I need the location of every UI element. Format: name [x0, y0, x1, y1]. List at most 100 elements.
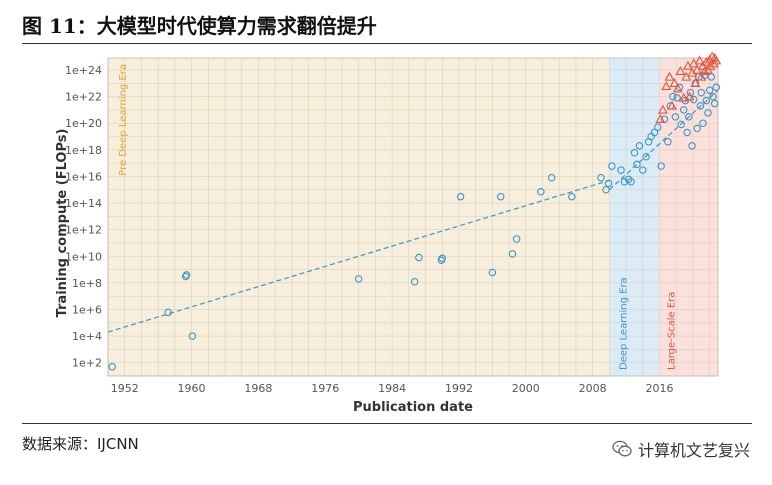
- data-point-circle: [697, 88, 706, 97]
- x-tick-label: 2016: [646, 382, 674, 395]
- y-tick-label: 1e+12: [65, 224, 102, 237]
- data-point-circle: [635, 142, 644, 150]
- compute-trend-chart: Pre Deep Learning Era Deep Learning Era La…: [55, 51, 722, 415]
- trend-line-1: [608, 89, 719, 191]
- data-point-circle: [657, 162, 665, 170]
- data-point-circle: [512, 235, 521, 243]
- data-point-circle: [508, 250, 517, 258]
- data-point-triangle: [667, 100, 677, 110]
- data-point-triangle: [657, 104, 668, 114]
- era-label-1: Deep Learning Era: [618, 277, 629, 370]
- data-point-circle: [496, 192, 505, 201]
- data-point-triangle: [690, 78, 701, 88]
- data-point-triangle: [707, 51, 718, 61]
- x-tick-label: 1952: [111, 382, 139, 395]
- data-point-circle: [712, 83, 721, 92]
- data-point-triangle: [701, 56, 712, 66]
- y-tick-label: 1e+10: [65, 250, 102, 263]
- data-point-triangle: [661, 81, 672, 90]
- data-point-circle: [704, 109, 712, 117]
- wechat-icon: [612, 440, 632, 457]
- data-point-circle: [705, 86, 714, 94]
- figure-title: 图 11：大模型时代使算力需求翻倍提升: [22, 14, 377, 38]
- y-tick-labels: 1e+2 1e+4 1e+6 1e+8 1e+10 1e+12 1e+14 1e+16 1e+1…: [65, 64, 102, 370]
- data-point-circle: [709, 92, 717, 101]
- gridlines: [107, 57, 719, 377]
- data-point-circle: [679, 106, 688, 114]
- data-point-circle: [677, 120, 685, 129]
- data-point-circle: [686, 88, 695, 97]
- y-tick-label: 1e+18: [65, 144, 102, 157]
- x-tick-label: 2000: [512, 382, 540, 395]
- y-tick-label: 1e+2: [72, 357, 102, 370]
- data-point-circle: [537, 188, 545, 196]
- trend-line-0: [107, 179, 610, 333]
- data-point-circle: [699, 119, 707, 127]
- data-point-triangle: [694, 55, 705, 65]
- data-point-circle: [547, 173, 556, 182]
- data-point-circle: [604, 179, 613, 188]
- data-points: [108, 51, 722, 371]
- data-point-circle: [488, 268, 497, 277]
- era-band-1: [609, 58, 660, 376]
- data-point-circle: [702, 96, 711, 105]
- source-note: 数据来源：IJCNN: [22, 435, 139, 453]
- data-point-circle: [639, 166, 647, 174]
- plot-frame: [107, 57, 719, 377]
- data-point-circle: [696, 102, 705, 110]
- x-axis-label: Publication date: [353, 400, 473, 415]
- data-point-circle: [568, 192, 576, 201]
- y-tick-label: 1e+4: [72, 330, 102, 343]
- data-point-circle: [438, 254, 446, 263]
- data-point-circle: [633, 160, 641, 169]
- x-tick-label: 1976: [311, 382, 339, 395]
- y-tick-label: 1e+22: [65, 91, 102, 104]
- brand-name: 计算机文艺复兴: [637, 441, 750, 460]
- brand-watermark: 计算机文艺复兴: [612, 437, 750, 461]
- y-axis-label: Training compute (FLOPs): [55, 129, 70, 318]
- data-point-circle: [642, 153, 650, 161]
- data-point-circle: [669, 92, 677, 101]
- data-point-triangle: [678, 92, 689, 102]
- data-point-circle: [685, 113, 693, 121]
- data-point-circle: [410, 278, 419, 286]
- data-point-circle: [456, 192, 465, 201]
- data-point-circle: [627, 177, 635, 186]
- y-tick-label: 1e+16: [65, 170, 102, 183]
- data-point-circle: [617, 166, 625, 174]
- data-point-circle: [664, 138, 672, 146]
- data-point-circle: [693, 124, 701, 133]
- data-point-triangle: [708, 58, 719, 68]
- data-point-circle: [707, 73, 716, 81]
- y-tick-label: 1e+14: [65, 197, 102, 210]
- data-point-circle: [164, 308, 172, 317]
- data-point-circle: [654, 123, 662, 131]
- footer-divider: [22, 423, 752, 424]
- data-point-circle: [688, 142, 696, 150]
- x-tick-labels: 1952 1960 1968 1976 1984 1992 2000 2008 2016: [111, 382, 674, 395]
- data-point-triangle: [696, 71, 707, 81]
- era-label-2: Large-Scale Era: [667, 292, 678, 370]
- data-point-circle: [683, 128, 691, 137]
- x-tick-label: 1960: [178, 382, 206, 395]
- title-divider: [22, 43, 752, 44]
- era-label-0: Pre Deep Learning Era: [118, 64, 129, 176]
- data-point-circle: [608, 162, 616, 170]
- data-point-triangle: [684, 91, 695, 101]
- data-point-triangle: [711, 55, 722, 65]
- data-point-circle: [673, 94, 681, 102]
- y-tick-label: 1e+24: [65, 64, 102, 77]
- trend-lines: [107, 89, 719, 333]
- data-point-triangle: [705, 60, 716, 70]
- x-tick-label: 1984: [378, 382, 406, 395]
- data-point-circle: [710, 99, 719, 108]
- data-point-circle: [597, 173, 605, 182]
- data-point-circle: [182, 271, 191, 279]
- data-point-triangle: [669, 78, 680, 88]
- data-point-circle: [188, 332, 197, 340]
- y-tick-label: 1e+20: [65, 117, 102, 130]
- data-point-circle: [630, 149, 639, 157]
- y-tick-label: 1e+8: [72, 277, 102, 290]
- data-point-circle: [650, 128, 659, 137]
- data-point-triangle: [655, 114, 666, 123]
